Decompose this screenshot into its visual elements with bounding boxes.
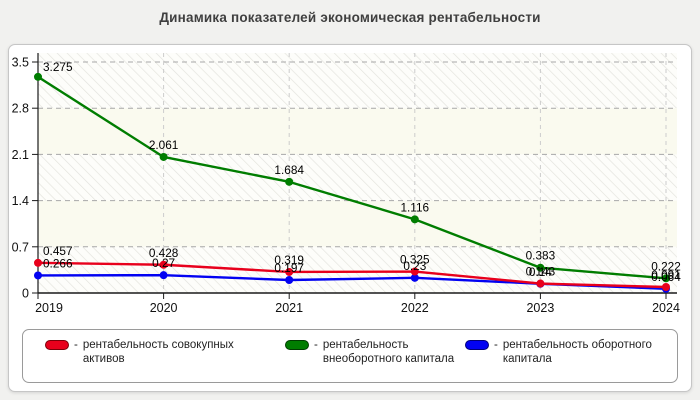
data-label: 0.14 xyxy=(529,265,552,279)
y-tick-label: 0.7 xyxy=(12,240,29,254)
data-point xyxy=(285,267,294,276)
legend-swatch-red xyxy=(45,340,69,350)
legend-separator: - xyxy=(314,339,318,351)
legend-label: рентабельность совокупных активов xyxy=(82,339,234,366)
chart-title: Динамика показателей экономическая рента… xyxy=(159,10,541,25)
data-label: 0.064 xyxy=(651,270,681,284)
data-point xyxy=(34,258,42,267)
legend-item-working-capital: - рентабельность оборотного капитала xyxy=(465,338,667,367)
data-label: 2.061 xyxy=(149,138,179,152)
legend-separator: - xyxy=(494,339,498,351)
x-tick-label: 2021 xyxy=(275,301,303,315)
y-tick-label: 1.4 xyxy=(12,194,29,208)
data-label: 0.428 xyxy=(149,246,179,260)
plot-band xyxy=(38,200,677,247)
data-label: 0.27 xyxy=(152,256,175,270)
data-point xyxy=(410,215,419,224)
chart-legend: - рентабельность совокупных активов - ре… xyxy=(22,329,678,383)
legend-item-noncurrent-capital: - рентабельность внеоборотного капитала xyxy=(285,338,465,367)
data-label: 0.197 xyxy=(274,261,304,275)
legend-swatch-blue xyxy=(465,340,489,350)
legend-swatch-green xyxy=(285,340,309,350)
data-label: 1.116 xyxy=(400,200,429,214)
data-point xyxy=(410,273,419,282)
data-point xyxy=(536,279,545,288)
x-tick-label: 2019 xyxy=(35,301,63,315)
data-label: 0.383 xyxy=(526,249,556,263)
data-point xyxy=(410,267,419,276)
chart-svg: 0 0.7 1.4 2.1 2.8 3.5 2019 2020 2021 2022 2023 2024… xyxy=(12,53,681,315)
plot-band xyxy=(38,108,677,155)
data-point xyxy=(159,260,168,269)
legend-separator: - xyxy=(74,339,78,351)
data-point xyxy=(34,72,42,81)
chart-panel: 0 0.7 1.4 2.1 2.8 3.5 2019 2020 2021 2022 2023 2024… xyxy=(8,44,692,392)
legend-item-total-assets: - рентабельность совокупных активов xyxy=(45,338,285,367)
plot-band-hatch xyxy=(38,154,677,201)
data-point xyxy=(662,282,670,291)
y-tick-label: 0 xyxy=(22,287,29,301)
data-label: 0.143 xyxy=(526,265,556,279)
plot-band-hatch xyxy=(38,53,677,109)
data-point xyxy=(285,177,294,186)
data-point xyxy=(285,275,294,284)
data-label: 0.457 xyxy=(43,244,73,258)
data-label: 0.319 xyxy=(274,253,304,267)
data-point xyxy=(34,271,42,280)
y-tick-label: 3.5 xyxy=(12,56,29,70)
y-tick-label: 2.1 xyxy=(12,148,29,162)
data-label: 0.091 xyxy=(651,268,681,282)
data-label: 0.222 xyxy=(651,259,681,273)
x-tick-label: 2023 xyxy=(526,301,554,315)
data-point xyxy=(662,274,670,283)
data-label: 1.684 xyxy=(274,163,304,177)
x-tick-label: 2020 xyxy=(150,301,178,315)
series-line-0 xyxy=(37,261,667,289)
data-point xyxy=(159,271,168,280)
legend-label: рентабельность внеоборотного капитала xyxy=(322,339,455,366)
data-label: 0.266 xyxy=(43,256,73,270)
data-label: 0.23 xyxy=(403,259,426,273)
data-label: 0.325 xyxy=(400,253,430,267)
series-line-1 xyxy=(37,75,667,280)
legend-label: рентабельность оборотного капитала xyxy=(502,339,652,366)
data-point xyxy=(536,263,545,272)
data-label: 3.275 xyxy=(43,60,73,74)
y-tick-label: 2.8 xyxy=(12,102,29,116)
plot-area: 0 0.7 1.4 2.1 2.8 3.5 2019 2020 2021 2022 2023 2024… xyxy=(12,53,681,315)
data-point xyxy=(159,152,168,161)
x-tick-label: 2022 xyxy=(401,301,429,315)
x-tick-label: 2024 xyxy=(652,301,680,315)
